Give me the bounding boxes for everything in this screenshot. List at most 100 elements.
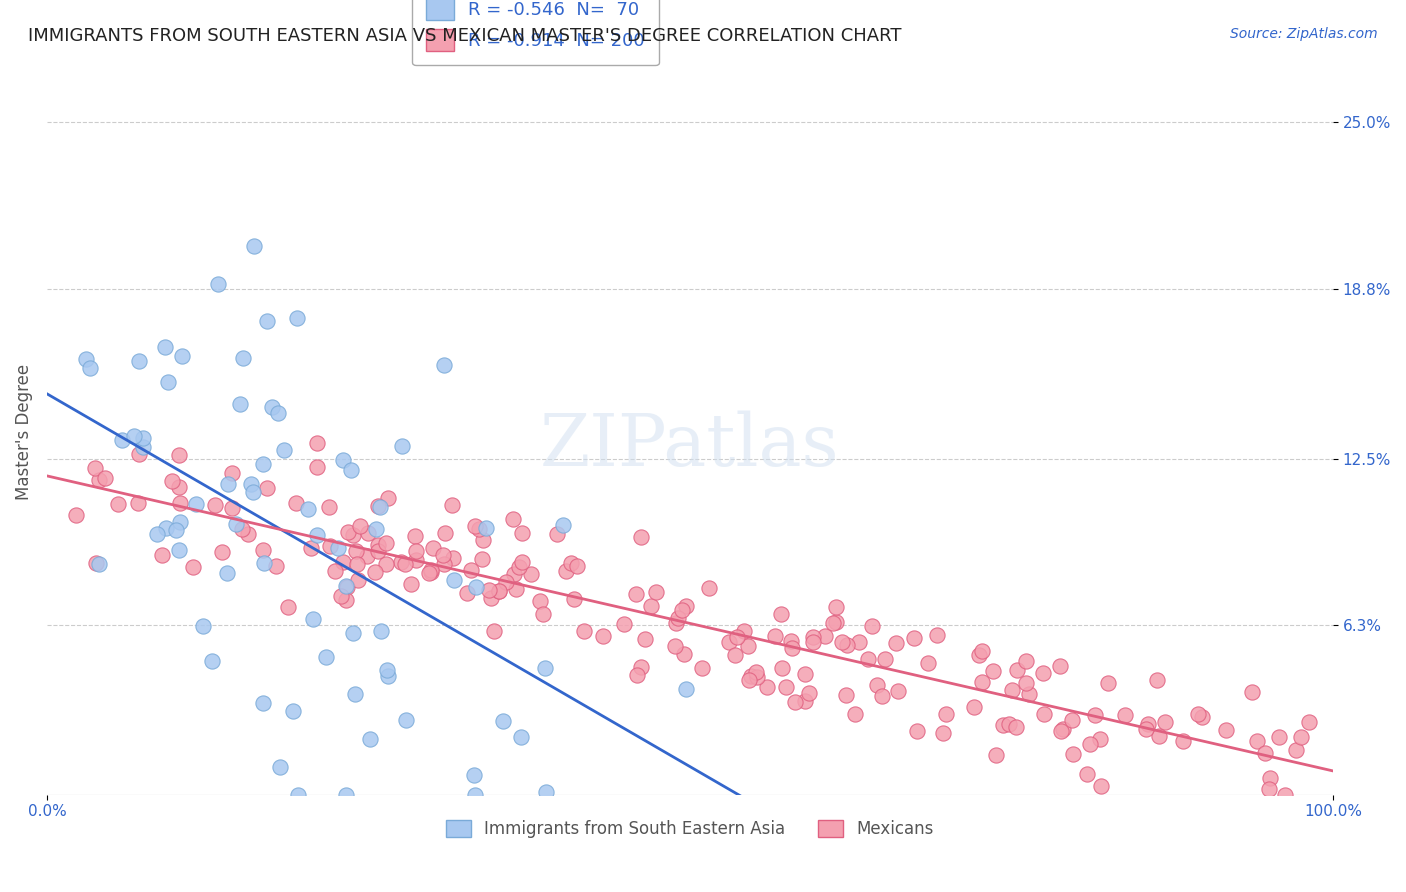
Point	[287, 788, 309, 802]
Point	[1136, 717, 1159, 731]
Point	[520, 566, 543, 581]
Point	[967, 648, 990, 662]
Point	[281, 704, 304, 718]
Point	[323, 564, 346, 578]
Point	[364, 565, 387, 579]
Point	[377, 491, 399, 505]
Point	[866, 678, 889, 692]
Point	[221, 500, 243, 515]
Point	[479, 591, 502, 605]
Point	[1076, 767, 1098, 781]
Point	[495, 575, 517, 590]
Point	[1268, 730, 1291, 744]
Point	[330, 589, 353, 603]
Point	[630, 659, 652, 673]
Point	[165, 523, 187, 537]
Point	[128, 447, 150, 461]
Point	[793, 667, 815, 681]
Point	[342, 527, 364, 541]
Text: IMMIGRANTS FROM SOUTH EASTERN ASIA VS MEXICAN MASTER'S DEGREE CORRELATION CHART: IMMIGRANTS FROM SOUTH EASTERN ASIA VS ME…	[28, 27, 901, 45]
Point	[1001, 683, 1024, 698]
Point	[79, 360, 101, 375]
Point	[404, 529, 426, 543]
Point	[349, 519, 371, 533]
Point	[394, 713, 416, 727]
Point	[984, 747, 1007, 762]
Point	[375, 557, 398, 571]
Point	[886, 683, 908, 698]
Point	[725, 631, 748, 645]
Point	[375, 664, 398, 678]
Point	[157, 375, 180, 389]
Point	[318, 500, 340, 514]
Point	[671, 602, 693, 616]
Point	[873, 652, 896, 666]
Point	[1097, 676, 1119, 690]
Point	[572, 624, 595, 638]
Point	[1052, 722, 1074, 736]
Point	[884, 636, 907, 650]
Point	[332, 555, 354, 569]
Point	[391, 439, 413, 453]
Point	[127, 496, 149, 510]
Point	[337, 525, 360, 540]
Point	[717, 634, 740, 648]
Point	[675, 599, 697, 613]
Point	[207, 277, 229, 291]
Point	[368, 500, 391, 514]
Point	[645, 585, 668, 599]
Point	[972, 644, 994, 658]
Point	[335, 593, 357, 607]
Point	[1257, 782, 1279, 797]
Point	[505, 582, 527, 596]
Point	[399, 577, 422, 591]
Point	[146, 527, 169, 541]
Point	[315, 650, 337, 665]
Point	[201, 654, 224, 668]
Point	[512, 526, 534, 541]
Point	[367, 544, 389, 558]
Point	[613, 617, 636, 632]
Point	[1014, 676, 1036, 690]
Point	[110, 433, 132, 447]
Point	[377, 668, 399, 682]
Point	[740, 669, 762, 683]
Legend: Immigrants from South Eastern Asia, Mexicans: Immigrants from South Eastern Asia, Mexi…	[439, 813, 941, 845]
Point	[287, 310, 309, 325]
Point	[128, 353, 150, 368]
Point	[775, 680, 797, 694]
Point	[1049, 658, 1071, 673]
Point	[697, 581, 720, 595]
Point	[252, 697, 274, 711]
Point	[184, 497, 207, 511]
Point	[89, 473, 111, 487]
Point	[1090, 779, 1112, 793]
Point	[1032, 665, 1054, 680]
Point	[488, 583, 510, 598]
Point	[299, 541, 322, 556]
Point	[405, 553, 427, 567]
Point	[546, 526, 568, 541]
Point	[1018, 686, 1040, 700]
Point	[167, 448, 190, 462]
Point	[508, 559, 530, 574]
Point	[277, 599, 299, 614]
Point	[770, 607, 793, 622]
Point	[1060, 713, 1083, 727]
Point	[422, 541, 444, 555]
Point	[1005, 663, 1028, 677]
Point	[335, 579, 357, 593]
Point	[418, 566, 440, 581]
Point	[335, 581, 357, 595]
Point	[150, 548, 173, 562]
Text: Source: ZipAtlas.com: Source: ZipAtlas.com	[1230, 27, 1378, 41]
Point	[484, 624, 506, 638]
Point	[357, 526, 380, 541]
Point	[160, 474, 183, 488]
Point	[1240, 685, 1263, 699]
Point	[488, 583, 510, 598]
Point	[1147, 729, 1170, 743]
Point	[441, 498, 464, 512]
Point	[107, 496, 129, 510]
Point	[626, 587, 648, 601]
